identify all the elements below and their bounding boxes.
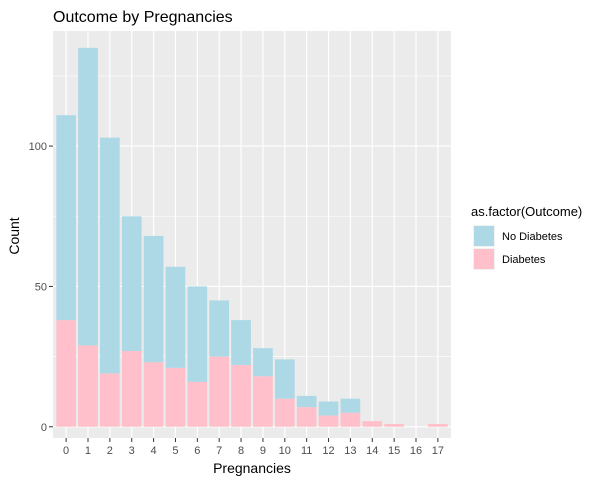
legend: as.factor(Outcome) No Diabetes Diabetes [471, 204, 582, 270]
legend-title: as.factor(Outcome) [471, 204, 582, 219]
x-tick-label: 16 [410, 445, 422, 457]
bars [56, 47, 448, 427]
x-tick-label: 17 [432, 445, 444, 457]
x-tick-label: 0 [63, 445, 69, 457]
bar-diabetes-12 [318, 415, 339, 427]
x-tick-label: 8 [238, 445, 244, 457]
bar-diabetes-1 [78, 345, 98, 427]
bar-no-diabetes-11 [296, 395, 317, 408]
x-tick-label: 2 [107, 445, 113, 457]
x-tick-label: 4 [151, 445, 157, 457]
x-tick-label: 13 [344, 445, 356, 457]
x-tick-label: 11 [301, 445, 312, 457]
bar-no-diabetes-1 [78, 47, 98, 346]
x-tick-label: 7 [216, 445, 222, 457]
bar-diabetes-11 [296, 407, 317, 427]
bar-no-diabetes-2 [100, 137, 120, 374]
bar-diabetes-9 [253, 376, 273, 427]
x-tick-label: 9 [260, 445, 266, 457]
legend-label-no-diabetes: No Diabetes [502, 231, 563, 243]
x-tick-label: 12 [322, 445, 334, 457]
bar-no-diabetes-0 [56, 115, 76, 321]
bar-no-diabetes-5 [165, 266, 186, 368]
x-tick-label: 3 [129, 445, 135, 457]
x-tick-label: 6 [194, 445, 200, 457]
y-tick-label: 50 [35, 281, 47, 293]
bar-diabetes-10 [274, 398, 295, 427]
bar-diabetes-2 [100, 373, 120, 427]
bar-no-diabetes-7 [209, 300, 230, 357]
bar-diabetes-0 [56, 320, 76, 427]
legend-label-diabetes: Diabetes [502, 254, 546, 266]
legend-swatch-diabetes [474, 249, 494, 269]
y-tick-label: 100 [29, 141, 47, 153]
bar-no-diabetes-9 [253, 348, 273, 377]
x-tick-label: 1 [85, 445, 91, 457]
bar-diabetes-17 [428, 423, 448, 427]
legend-swatch-no-diabetes [474, 226, 494, 246]
bar-diabetes-4 [143, 362, 164, 427]
bar-diabetes-6 [187, 381, 208, 427]
x-axis: 0 1 2 3 4 5 6 7 8 9 10 11 12 13 14 15 16 17 [63, 438, 444, 457]
bar-no-diabetes-4 [143, 235, 164, 363]
x-tick-label: 14 [366, 445, 378, 457]
bar-diabetes-3 [121, 350, 142, 427]
x-tick-label: 5 [172, 445, 178, 457]
bar-no-diabetes-8 [231, 320, 251, 366]
y-axis: 0 50 100 [29, 141, 53, 434]
bar-no-diabetes-10 [274, 359, 295, 399]
bar-no-diabetes-6 [187, 286, 208, 382]
chart-title: Outcome by Pregnancies [53, 9, 233, 26]
bar-diabetes-13 [340, 412, 361, 427]
y-tick-label: 0 [41, 422, 47, 434]
bar-diabetes-8 [231, 365, 251, 427]
bar-no-diabetes-12 [318, 401, 339, 416]
bar-no-diabetes-13 [340, 398, 361, 413]
x-axis-title: Pregnancies [213, 460, 291, 476]
x-tick-label: 15 [388, 445, 400, 457]
y-axis-title: Count [6, 217, 22, 254]
bar-no-diabetes-3 [121, 216, 142, 351]
x-tick-label: 10 [279, 445, 291, 457]
bar-diabetes-14 [362, 421, 383, 427]
bar-diabetes-15 [384, 423, 404, 427]
bar-diabetes-5 [165, 367, 186, 427]
bar-diabetes-7 [209, 356, 230, 427]
